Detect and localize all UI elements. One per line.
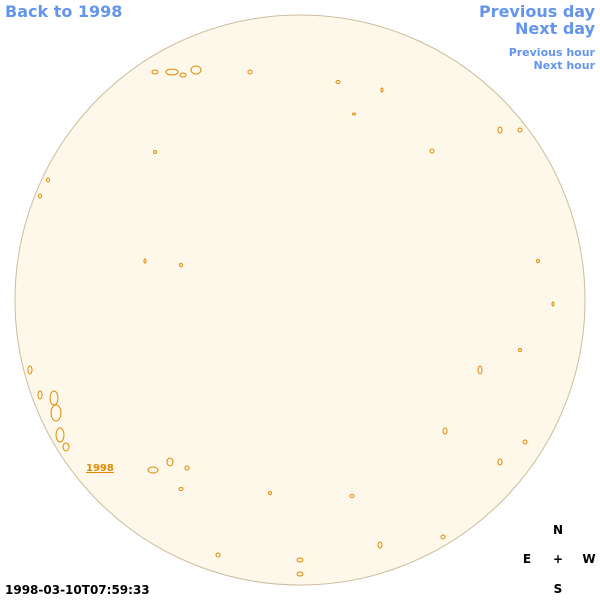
- solar-disk: [14, 14, 586, 586]
- compass-south: S: [554, 582, 563, 596]
- compass-east: E: [523, 552, 531, 566]
- region-label[interactable]: 1998: [86, 463, 114, 474]
- back-link[interactable]: Back to 1998: [5, 2, 122, 21]
- compass-center: +: [553, 552, 563, 566]
- next-day-link[interactable]: Next day: [515, 19, 596, 38]
- next-hour-link[interactable]: Next hour: [534, 59, 596, 72]
- compass-north: N: [553, 523, 563, 537]
- active-region-contours: [27, 65, 555, 577]
- previous-hour-link[interactable]: Previous hour: [509, 46, 596, 59]
- compass-west: W: [582, 552, 595, 566]
- previous-day-link[interactable]: Previous day: [479, 2, 596, 21]
- timestamp: 1998-03-10T07:59:33: [5, 583, 150, 597]
